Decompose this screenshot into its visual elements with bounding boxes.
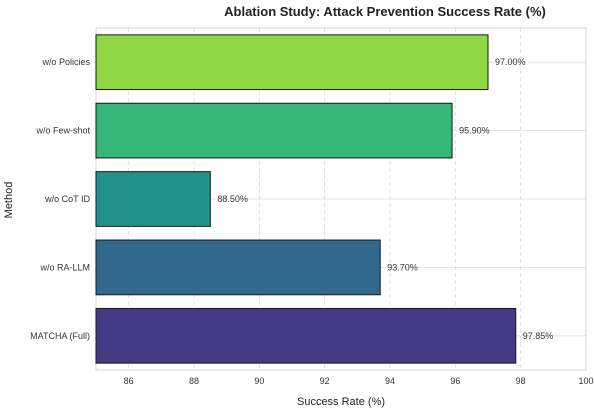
x-tick-label: 90	[254, 376, 264, 386]
x-tick-label: 98	[516, 376, 526, 386]
y-axis-label: Method	[3, 182, 15, 219]
x-tick-label: 96	[450, 376, 460, 386]
category-labels: w/o Policies w/o Few-shot w/o CoT ID w/o RA…	[30, 57, 90, 341]
data-label: 97.85%	[523, 331, 554, 341]
category-label: w/o RA-LLM	[39, 262, 90, 272]
x-tick-label: 88	[189, 376, 199, 386]
data-label: 97.00%	[495, 57, 526, 67]
bar	[95, 34, 489, 91]
x-tick-label: 92	[320, 376, 330, 386]
category-label: w/o Policies	[41, 57, 90, 67]
data-labels: 97.00% 95.90% 88.50% 93.70% 97.85%	[217, 57, 553, 341]
bar	[95, 307, 517, 364]
data-label: 93.70%	[387, 262, 418, 272]
x-tick-labels: 86 88 90 92 94 96 98 100	[124, 376, 594, 386]
data-label: 88.50%	[217, 194, 248, 204]
x-tick-label: 94	[385, 376, 395, 386]
x-tick-label: 100	[578, 376, 593, 386]
bar	[95, 239, 381, 296]
bar	[95, 102, 453, 159]
bars	[95, 34, 517, 364]
category-label: MATCHA (Full)	[30, 331, 90, 341]
x-axis-label: Success Rate (%)	[297, 396, 385, 408]
category-label: w/o CoT ID	[44, 194, 90, 204]
category-label: w/o Few-shot	[35, 126, 90, 136]
bar	[95, 171, 211, 227]
data-label: 95.90%	[459, 126, 490, 136]
x-tick-label: 86	[124, 376, 134, 386]
chart-title: Ablation Study: Attack Prevention Succes…	[224, 4, 546, 19]
